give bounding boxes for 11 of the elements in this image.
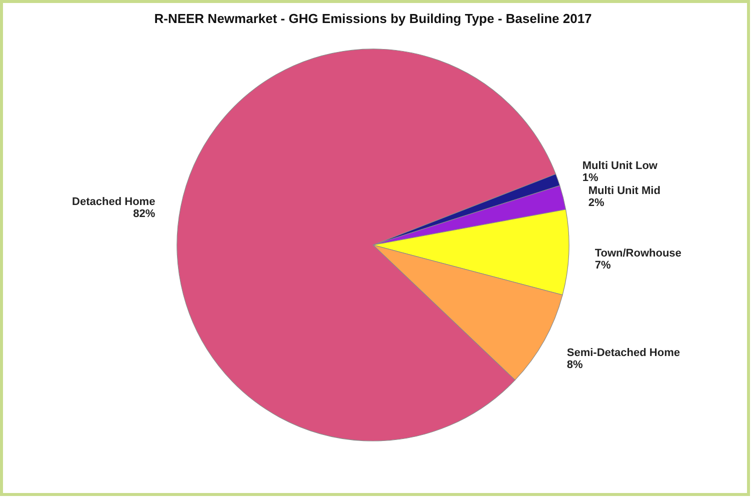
slice-label: Multi Unit Low: [582, 160, 658, 172]
data-label: 8%: [566, 359, 583, 372]
data-label: 1%: [582, 172, 598, 184]
slice-label: Semi-Detached Home: [566, 347, 680, 360]
slice-label: Town/Rowhouse: [594, 247, 682, 260]
data-label: 82%: [133, 208, 156, 220]
data-label: 2%: [588, 197, 604, 210]
data-label: 7%: [594, 259, 611, 272]
slice-label: Detached Home: [72, 196, 156, 208]
chart-title: R-NEER Newmarket - GHG Emissions by Building Type - Baseline 2017: [154, 11, 592, 26]
slice-label: Multi Unit Mid: [588, 185, 660, 198]
